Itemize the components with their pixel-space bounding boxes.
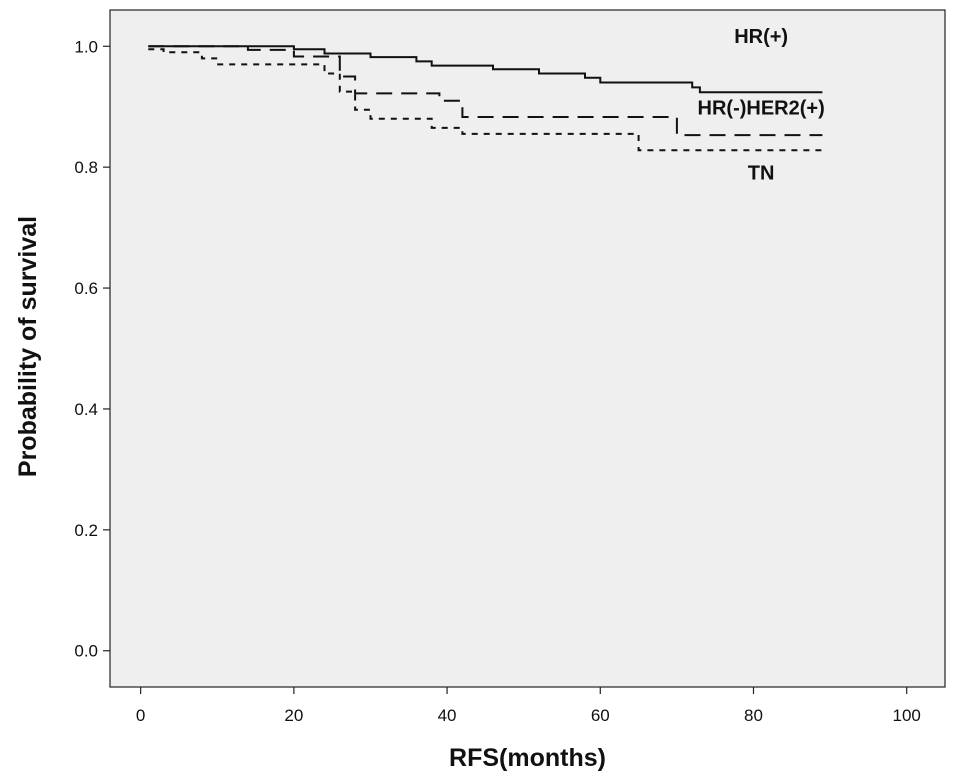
y-tick-label: 0.8 — [74, 158, 98, 177]
y-axis: 0.0 0.2 0.4 0.6 0.8 1.0 — [74, 37, 110, 661]
y-tick-label: 0.6 — [74, 279, 98, 298]
plot-area — [109, 9, 946, 688]
x-tick-label: 100 — [893, 706, 921, 725]
x-tick-label: 60 — [591, 706, 610, 725]
y-tick-label: 1.0 — [74, 37, 98, 56]
y-tick-label: 0.2 — [74, 521, 98, 540]
x-tick-label: 0 — [136, 706, 145, 725]
series-label: HR(-)HER2(+) — [698, 98, 825, 120]
y-tick-label: 0.4 — [74, 400, 98, 419]
y-tick-label: 0.0 — [74, 642, 98, 661]
y-axis-title: Probability of survival — [14, 216, 42, 477]
series-layer — [148, 45, 823, 152]
x-tick-label: 20 — [284, 706, 303, 725]
x-tick-label: 80 — [744, 706, 763, 725]
series-line — [148, 45, 823, 137]
series-label: TN — [748, 162, 775, 184]
series-line — [148, 45, 823, 94]
series-line — [148, 48, 823, 152]
series-label: HR(+) — [734, 26, 788, 48]
x-axis-title: RFS(months) — [449, 744, 606, 772]
x-axis: 0 20 40 60 80 100 — [136, 687, 921, 725]
annotation-layer: HR(+) HR(-)HER2(+) TN — [698, 26, 825, 184]
x-tick-label: 40 — [438, 706, 457, 725]
